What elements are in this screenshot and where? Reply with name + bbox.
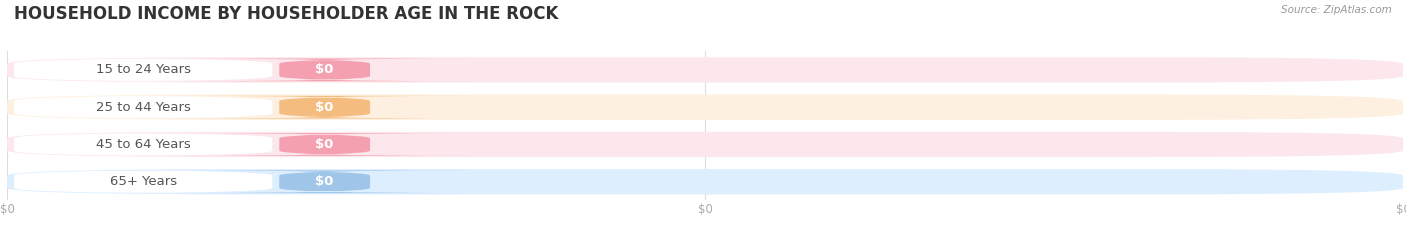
FancyBboxPatch shape <box>174 170 475 193</box>
FancyBboxPatch shape <box>174 58 475 81</box>
FancyBboxPatch shape <box>7 169 1403 194</box>
Text: $0: $0 <box>315 63 333 76</box>
Text: HOUSEHOLD INCOME BY HOUSEHOLDER AGE IN THE ROCK: HOUSEHOLD INCOME BY HOUSEHOLDER AGE IN T… <box>14 5 558 23</box>
FancyBboxPatch shape <box>174 96 475 119</box>
Text: Source: ZipAtlas.com: Source: ZipAtlas.com <box>1281 5 1392 15</box>
Text: 45 to 64 Years: 45 to 64 Years <box>96 138 191 151</box>
FancyBboxPatch shape <box>7 132 1403 157</box>
Text: $0: $0 <box>315 101 333 114</box>
FancyBboxPatch shape <box>14 170 273 193</box>
Text: $0: $0 <box>315 175 333 188</box>
Text: 65+ Years: 65+ Years <box>110 175 177 188</box>
FancyBboxPatch shape <box>14 96 273 119</box>
FancyBboxPatch shape <box>7 95 1403 120</box>
FancyBboxPatch shape <box>14 58 273 81</box>
Text: 25 to 44 Years: 25 to 44 Years <box>96 101 191 114</box>
Text: 15 to 24 Years: 15 to 24 Years <box>96 63 191 76</box>
FancyBboxPatch shape <box>7 57 1403 82</box>
Text: $0: $0 <box>315 138 333 151</box>
FancyBboxPatch shape <box>14 133 273 156</box>
FancyBboxPatch shape <box>174 133 475 156</box>
